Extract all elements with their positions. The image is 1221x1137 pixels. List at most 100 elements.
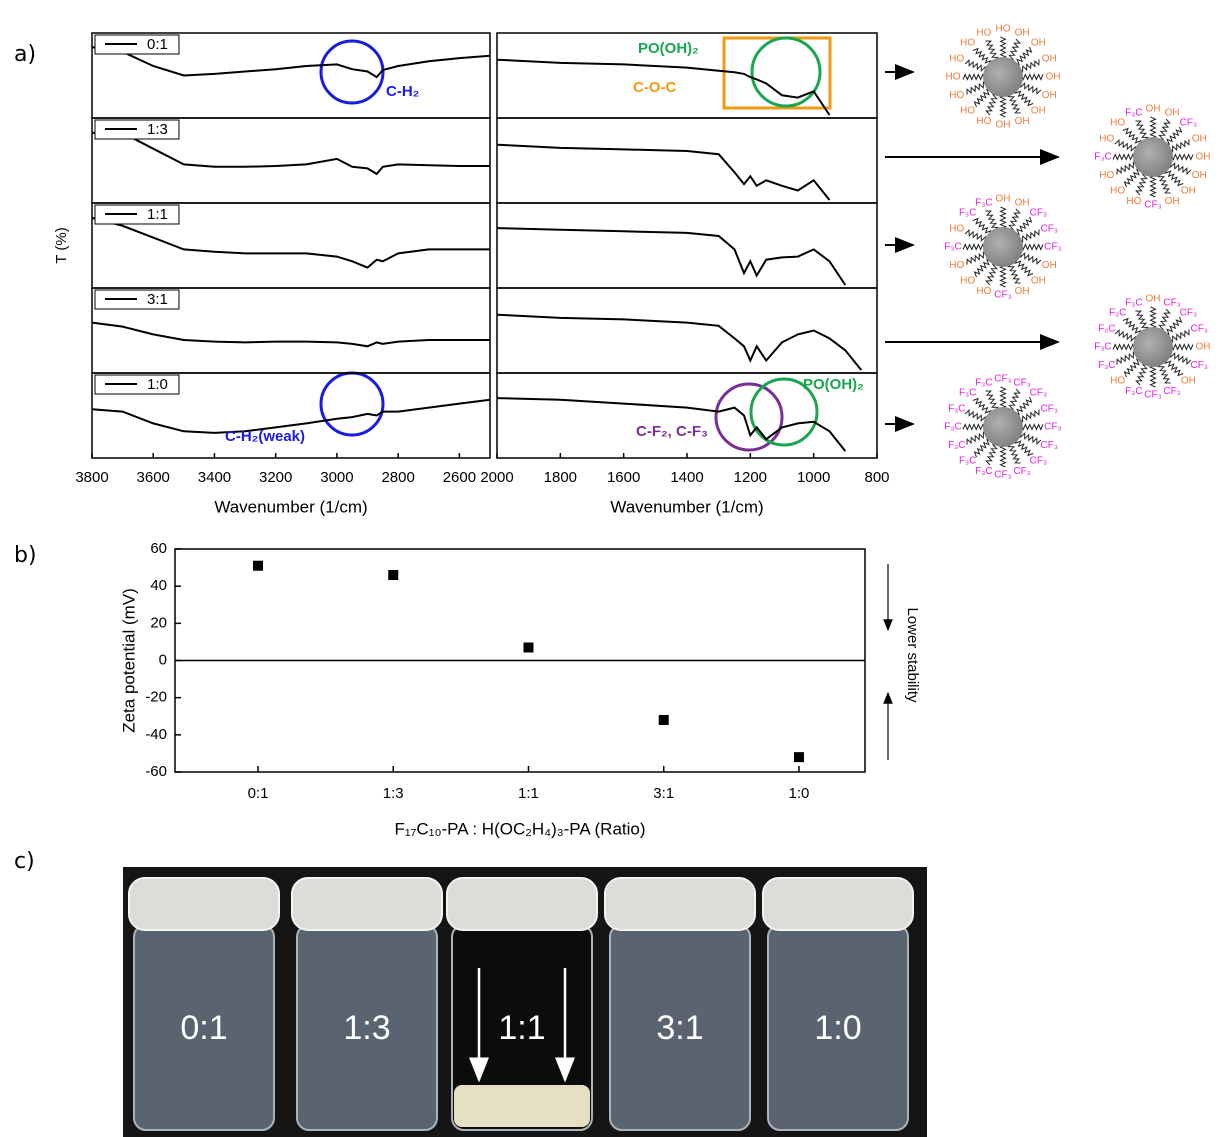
nanoparticle (983, 407, 1023, 447)
legend-label: 3:1 (147, 291, 168, 308)
ligand-label: OH (996, 120, 1011, 131)
ligand-label: HO (1126, 196, 1141, 207)
ligand-label: OH (1196, 152, 1211, 163)
ligand-chain (1115, 330, 1135, 342)
ligand-chain (986, 95, 998, 115)
ligand-label: F₃C (975, 466, 992, 477)
ligand-label: F₃C (1125, 297, 1142, 308)
ligand-label: CF₃ (1013, 377, 1030, 388)
ligand-chain (1166, 168, 1184, 186)
ligand-label: HO (949, 223, 964, 234)
ligand-label: F₃C (944, 422, 961, 433)
ligand-label: OH (1165, 107, 1180, 118)
legend-label: 1:0 (147, 376, 168, 393)
ligand-label: HO (976, 286, 991, 297)
ligand-chain (1113, 155, 1135, 160)
ligand-label: CF₃ (1144, 200, 1161, 211)
ligand-chain (965, 60, 985, 72)
ligand-label: F₃C (1094, 342, 1111, 353)
panel-label: a) (14, 42, 36, 67)
ligand-label: F₃C (1109, 308, 1126, 319)
ligand-label: CF₃ (1030, 208, 1047, 219)
ligand-label: CF₃ (994, 374, 1011, 385)
x-tick-label: 1000 (797, 469, 830, 486)
ligand-label: OH (1192, 133, 1207, 144)
annotation: C-H₂ (386, 83, 419, 100)
x-tick-label: 3600 (137, 469, 170, 486)
ligand-chain (1123, 319, 1141, 337)
ligand-chain (1125, 360, 1143, 378)
ligand-label: OH (1042, 260, 1057, 271)
ligand-label: HO (1110, 376, 1125, 387)
nanoparticle (1133, 327, 1173, 367)
ligand-chain (975, 90, 993, 108)
ligand-label: CF₃ (1044, 242, 1061, 253)
ligand-chain (1001, 95, 1006, 117)
annotation: C-O-C (633, 79, 676, 96)
legend-label: 1:3 (147, 121, 168, 138)
ligand-chain (1021, 432, 1041, 444)
ligand-chain (1151, 175, 1156, 197)
ligand-chain (1016, 258, 1034, 276)
ligand-label: HO (1099, 170, 1114, 181)
legend-label: 1:1 (147, 206, 168, 223)
ligand-label: CF₃ (1040, 440, 1057, 451)
ligand-chain (1123, 129, 1141, 147)
ligand-label: CF₃ (1180, 308, 1197, 319)
ligand-chain (965, 230, 985, 242)
x-tick-label: 1:3 (383, 785, 404, 802)
x-tick-label: 1800 (544, 469, 577, 486)
legend-label: 0:1 (147, 36, 168, 53)
ligand-label: HO (949, 90, 964, 101)
vial-cap (447, 878, 597, 930)
ligand-chain (1014, 397, 1032, 415)
ligand-label: OH (1146, 104, 1161, 115)
ligand-label: OH (1146, 294, 1161, 305)
ligand-chain (1164, 127, 1182, 145)
subplot-frame (497, 118, 877, 203)
vial-cap (763, 878, 913, 930)
ligand-chain (1151, 365, 1156, 387)
spectrum-line (497, 145, 830, 200)
side-note: Lower stability (904, 607, 921, 703)
ligand-label: OH (1031, 38, 1046, 49)
ligand-label: HO (1099, 133, 1114, 144)
ligand-chain (1113, 345, 1135, 350)
x-tick-label: 3800 (75, 469, 108, 486)
figure: a) b) c) 0:11:31:13:11:03800360034003200… (0, 0, 1221, 1137)
ligand-label: CF₃ (1163, 386, 1180, 397)
vial-cap (605, 878, 755, 930)
vial-label: 1:0 (814, 1009, 861, 1047)
ligand-chain (1008, 389, 1020, 409)
ligand-label: OH (1015, 286, 1030, 297)
ligand-chain (1008, 39, 1020, 59)
ligand-label: HO (949, 53, 964, 64)
ligand-chain (1001, 445, 1006, 467)
ligand-label: OH (1046, 72, 1061, 83)
x-tick-label: 1600 (607, 469, 640, 486)
ligand-chain (1151, 117, 1156, 139)
ligand-chain (986, 265, 998, 285)
ligand-chain (975, 260, 993, 278)
vial-label: 1:3 (343, 1009, 390, 1047)
ligand-label: F₃C (1098, 360, 1115, 371)
data-point (253, 561, 263, 571)
ligand-label: HO (960, 38, 975, 49)
nanoparticle (983, 57, 1023, 97)
ligand-label: HO (1110, 118, 1125, 129)
vial-label: 3:1 (656, 1009, 703, 1047)
x-tick-label: 1400 (670, 469, 703, 486)
ligand-label: OH (1181, 376, 1196, 387)
x-tick-label: 0:1 (248, 785, 269, 802)
ligand-label: F₃C (959, 208, 976, 219)
ligand-label: CF₃ (1163, 297, 1180, 308)
ligand-chain (1001, 387, 1006, 409)
ligand-chain (1001, 207, 1006, 229)
ligand-label: OH (1042, 53, 1057, 64)
ligand-label: F₃C (948, 403, 965, 414)
ligand-chain (965, 410, 985, 422)
ligand-chain (973, 49, 991, 67)
ligand-chain (1008, 209, 1020, 229)
x-tick-label: 2800 (381, 469, 414, 486)
ligand-chain (1136, 365, 1148, 385)
